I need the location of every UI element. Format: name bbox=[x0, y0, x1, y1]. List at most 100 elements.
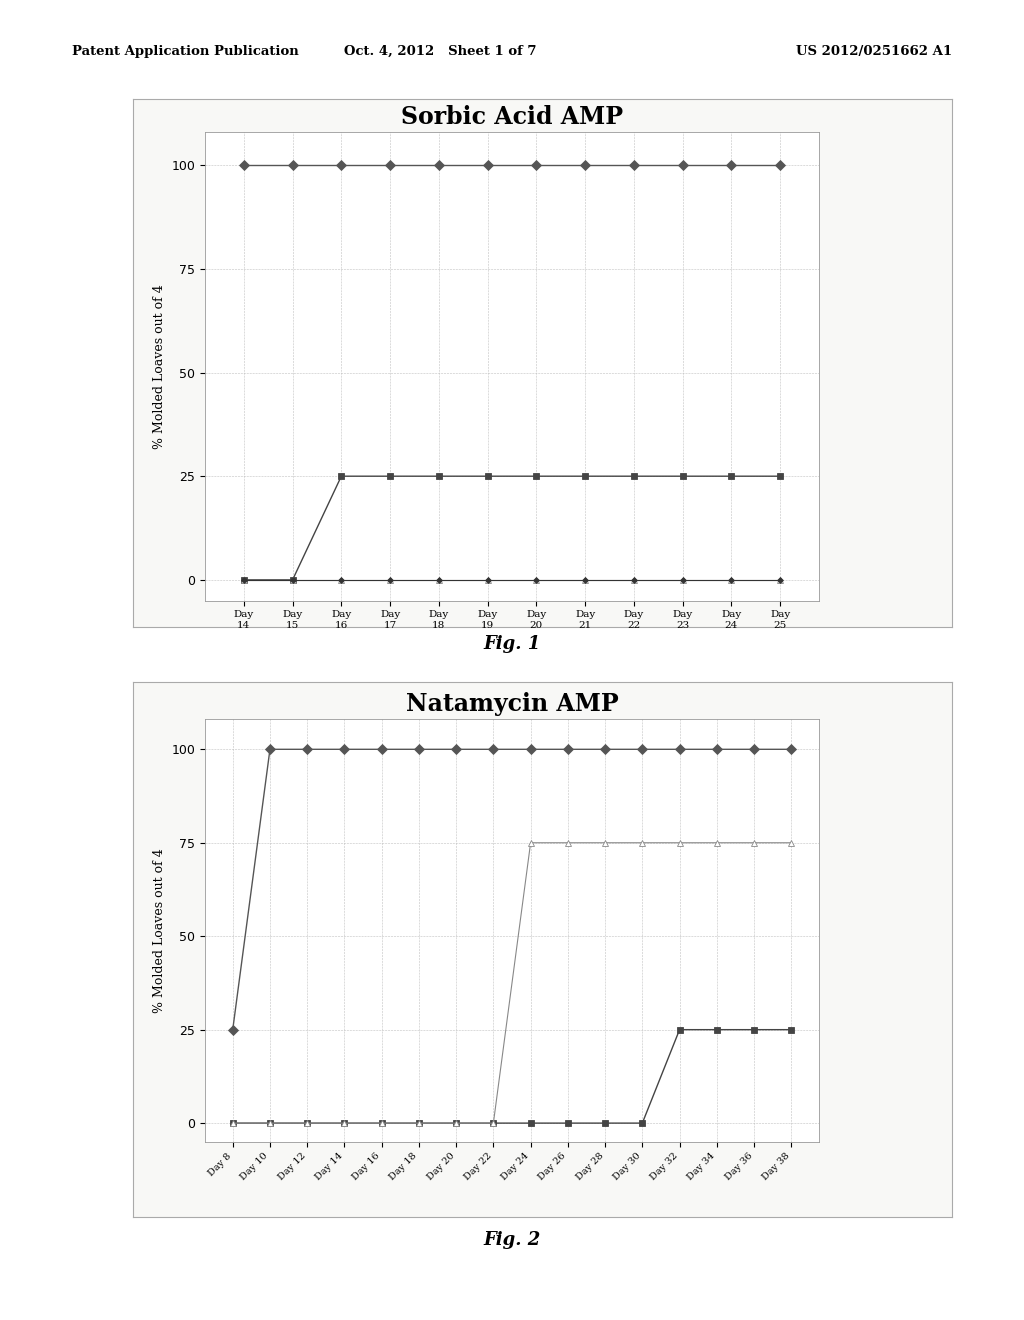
No Add Control bbox=[524, 742, 537, 758]
5% Natamycin bbox=[450, 1115, 462, 1131]
5% Sorbic Acid bbox=[481, 469, 494, 484]
No Add Control bbox=[530, 157, 543, 173]
No Add Control bbox=[301, 742, 313, 758]
2.5% Natamycin bbox=[413, 1115, 425, 1131]
No Add Control bbox=[725, 157, 737, 173]
2.5% Natamycin bbox=[226, 1115, 239, 1131]
5% Natamycin bbox=[226, 1115, 239, 1131]
No Add Control bbox=[579, 157, 591, 173]
Line: No Add Control: No Add Control bbox=[241, 162, 783, 169]
No Add Control bbox=[562, 742, 574, 758]
2.5% Natamycin bbox=[636, 1115, 648, 1131]
2.5% Natamycin bbox=[524, 1115, 537, 1131]
5% Sorbic Acid bbox=[628, 469, 640, 484]
No Add Control bbox=[335, 157, 347, 173]
2.5% Natamycin bbox=[264, 1115, 276, 1131]
Line: 20% Sorbic Acid: 20% Sorbic Acid bbox=[242, 578, 782, 582]
10% Sorbic Acid bbox=[433, 572, 445, 587]
2.5% Natamycin bbox=[487, 1115, 500, 1131]
5% Natamycin bbox=[711, 834, 723, 850]
5% Natamycin bbox=[524, 834, 537, 850]
5% Sorbic Acid bbox=[384, 469, 396, 484]
Line: 5% Sorbic Acid: 5% Sorbic Acid bbox=[241, 473, 783, 583]
5% Sorbic Acid bbox=[579, 469, 591, 484]
No Add Control bbox=[384, 157, 396, 173]
2.5% Natamycin bbox=[562, 1115, 574, 1131]
2.5% Natamycin bbox=[674, 1022, 686, 1038]
10% Sorbic Acid bbox=[677, 572, 689, 587]
No Add Control bbox=[785, 742, 798, 758]
No Add Control bbox=[238, 157, 250, 173]
Title: Sorbic Acid AMP: Sorbic Acid AMP bbox=[401, 104, 623, 128]
10% Sorbic Acid bbox=[628, 572, 640, 587]
5% Natamycin bbox=[748, 834, 760, 850]
No Add Control bbox=[711, 742, 723, 758]
10% Sorbic Acid bbox=[725, 572, 737, 587]
20% Sorbic Acid bbox=[335, 572, 347, 587]
10% Sorbic Acid bbox=[384, 572, 396, 587]
20% Sorbic Acid bbox=[579, 572, 591, 587]
10% Sorbic Acid bbox=[287, 572, 299, 587]
No Add Control bbox=[287, 157, 299, 173]
No Add Control bbox=[748, 742, 760, 758]
No Add Control bbox=[264, 742, 276, 758]
10% Sorbic Acid bbox=[774, 572, 786, 587]
10% Sorbic Acid bbox=[335, 572, 347, 587]
Title: Natamycin AMP: Natamycin AMP bbox=[406, 692, 618, 715]
No Add Control bbox=[599, 742, 611, 758]
Line: No Add Control: No Add Control bbox=[229, 746, 795, 1034]
5% Sorbic Acid bbox=[238, 572, 250, 587]
No Add Control bbox=[628, 157, 640, 173]
Line: 10% Sorbic Acid: 10% Sorbic Acid bbox=[241, 577, 783, 582]
No Add Control bbox=[481, 157, 494, 173]
5% Natamycin bbox=[785, 834, 798, 850]
20% Sorbic Acid bbox=[287, 572, 299, 587]
5% Sorbic Acid bbox=[530, 469, 543, 484]
2.5% Natamycin bbox=[711, 1022, 723, 1038]
No Add Control bbox=[450, 742, 462, 758]
10% Sorbic Acid bbox=[530, 572, 543, 587]
10% Sorbic Acid bbox=[579, 572, 591, 587]
20% Sorbic Acid bbox=[481, 572, 494, 587]
No Add Control bbox=[774, 157, 786, 173]
5% Natamycin bbox=[338, 1115, 350, 1131]
No Add Control bbox=[413, 742, 425, 758]
5% Natamycin bbox=[264, 1115, 276, 1131]
Text: Patent Application Publication: Patent Application Publication bbox=[72, 45, 298, 58]
2.5% Natamycin bbox=[599, 1115, 611, 1131]
20% Sorbic Acid bbox=[774, 572, 786, 587]
5% Sorbic Acid bbox=[433, 469, 445, 484]
5% Natamycin bbox=[376, 1115, 388, 1131]
Line: 2.5% Natamycin: 2.5% Natamycin bbox=[229, 1026, 795, 1126]
20% Sorbic Acid bbox=[384, 572, 396, 587]
20% Sorbic Acid bbox=[238, 572, 250, 587]
No Add Control bbox=[338, 742, 350, 758]
No Add Control bbox=[677, 157, 689, 173]
No Add Control bbox=[674, 742, 686, 758]
Line: 5% Natamycin: 5% Natamycin bbox=[230, 840, 794, 1126]
20% Sorbic Acid bbox=[725, 572, 737, 587]
2.5% Natamycin bbox=[376, 1115, 388, 1131]
No Add Control bbox=[487, 742, 500, 758]
5% Natamycin bbox=[562, 834, 574, 850]
5% Sorbic Acid bbox=[725, 469, 737, 484]
5% Sorbic Acid bbox=[287, 572, 299, 587]
No Add Control bbox=[636, 742, 648, 758]
5% Natamycin bbox=[301, 1115, 313, 1131]
5% Natamycin bbox=[413, 1115, 425, 1131]
5% Sorbic Acid bbox=[774, 469, 786, 484]
20% Sorbic Acid bbox=[433, 572, 445, 587]
No Add Control bbox=[376, 742, 388, 758]
2.5% Natamycin bbox=[301, 1115, 313, 1131]
Y-axis label: % Molded Loaves out of 4: % Molded Loaves out of 4 bbox=[153, 284, 166, 449]
2.5% Natamycin bbox=[748, 1022, 760, 1038]
5% Sorbic Acid bbox=[677, 469, 689, 484]
Text: US 2012/0251662 A1: US 2012/0251662 A1 bbox=[797, 45, 952, 58]
5% Natamycin bbox=[674, 834, 686, 850]
5% Natamycin bbox=[487, 1115, 500, 1131]
Text: Oct. 4, 2012   Sheet 1 of 7: Oct. 4, 2012 Sheet 1 of 7 bbox=[344, 45, 537, 58]
10% Sorbic Acid bbox=[238, 572, 250, 587]
5% Sorbic Acid bbox=[335, 469, 347, 484]
Text: Fig. 2: Fig. 2 bbox=[483, 1230, 541, 1249]
2.5% Natamycin bbox=[785, 1022, 798, 1038]
